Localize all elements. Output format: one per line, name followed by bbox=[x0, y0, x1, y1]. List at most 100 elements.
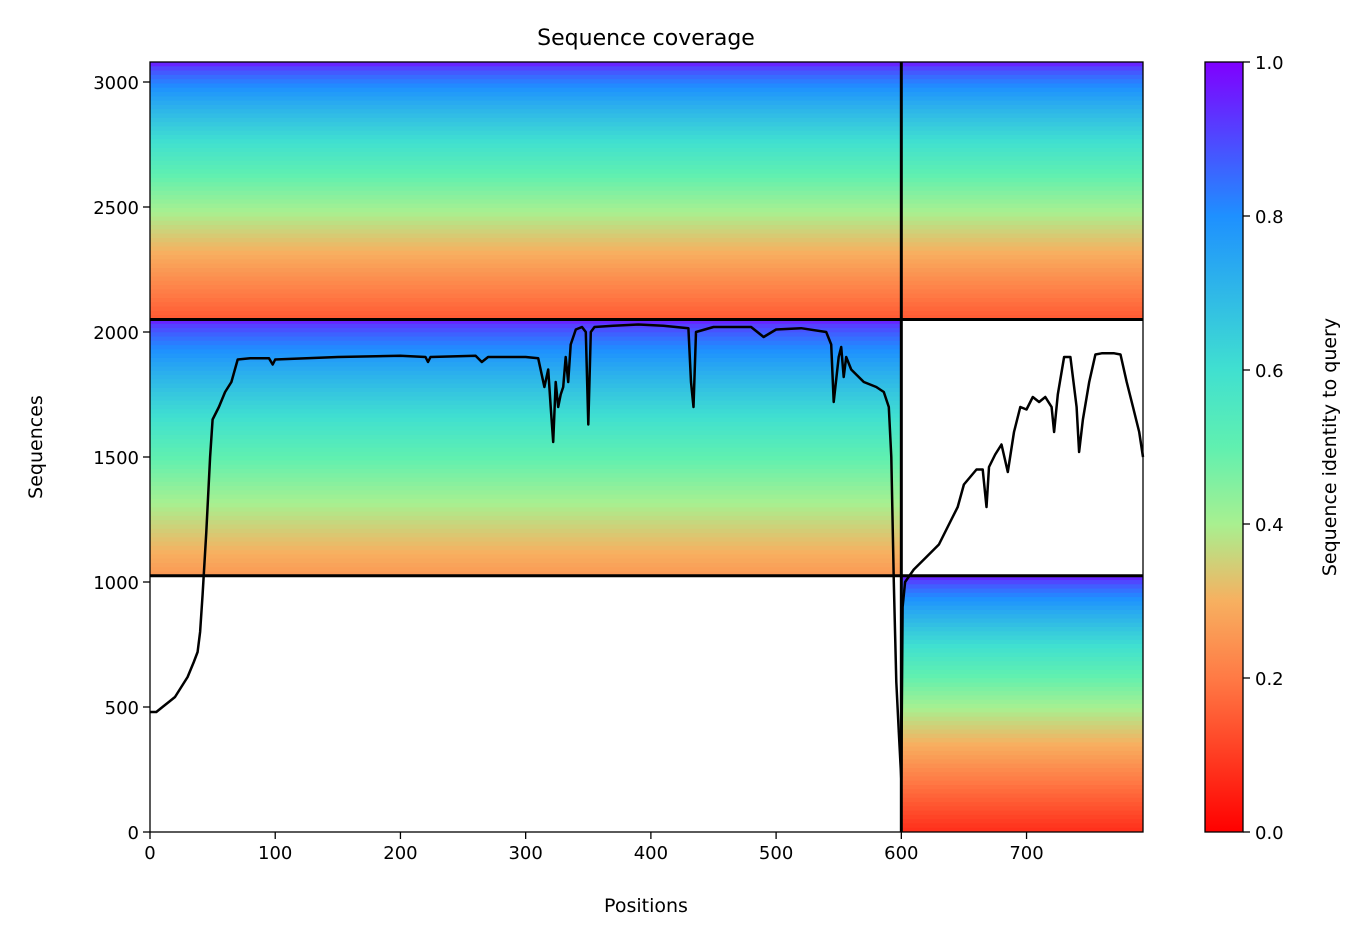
heatmap-band bbox=[150, 464, 901, 470]
heatmap-band bbox=[150, 550, 901, 555]
heatmap-band bbox=[150, 152, 901, 158]
heatmap-band bbox=[902, 173, 1143, 179]
heatmap-band bbox=[902, 742, 1143, 748]
heatmap-band bbox=[902, 130, 1143, 136]
heatmap-band bbox=[150, 468, 901, 474]
heatmap-band bbox=[902, 814, 1143, 820]
heatmap-band bbox=[150, 520, 901, 526]
heatmap-band bbox=[150, 366, 901, 372]
heatmap-band bbox=[150, 147, 901, 153]
heatmap-band bbox=[150, 400, 901, 406]
heatmap-band bbox=[150, 165, 901, 170]
x-tick-label: 300 bbox=[508, 843, 542, 864]
colorbar bbox=[1204, 61, 1244, 833]
heatmap-band bbox=[150, 328, 901, 333]
heatmap-band bbox=[150, 315, 901, 321]
heatmap-band bbox=[150, 541, 901, 547]
plot-frame bbox=[149, 61, 1144, 833]
heatmap-band bbox=[902, 810, 1143, 816]
heatmap-band bbox=[902, 139, 1143, 145]
heatmap-band bbox=[150, 246, 901, 252]
colorbar-tick-label: 0.0 bbox=[1255, 823, 1284, 844]
heatmap-band bbox=[902, 797, 1143, 803]
coverage-heatmap bbox=[150, 62, 1143, 832]
heatmap-band bbox=[150, 70, 901, 76]
x-tick-label: 700 bbox=[1009, 843, 1043, 864]
heatmap-band bbox=[150, 62, 901, 67]
heatmap-band bbox=[150, 285, 901, 291]
heatmap-band bbox=[902, 665, 1143, 671]
heatmap-band bbox=[150, 383, 901, 389]
heatmap-band bbox=[902, 763, 1143, 769]
heatmap-block-paired-top-left bbox=[150, 62, 901, 321]
heatmap-band bbox=[902, 708, 1143, 714]
heatmap-band bbox=[902, 622, 1143, 628]
heatmap-band bbox=[902, 780, 1143, 786]
heatmap-band bbox=[150, 160, 901, 166]
heatmap-band bbox=[150, 430, 901, 436]
heatmap-band bbox=[902, 699, 1143, 705]
heatmap-band bbox=[902, 306, 1143, 312]
heatmap-band bbox=[150, 225, 901, 230]
heatmap-band bbox=[902, 259, 1143, 265]
heatmap-band bbox=[150, 456, 901, 462]
heatmap-band bbox=[150, 490, 901, 496]
heatmap-band bbox=[902, 83, 1143, 89]
colorbar-tick-label: 1.0 bbox=[1255, 53, 1284, 74]
heatmap-band bbox=[150, 323, 901, 329]
heatmap-band bbox=[902, 588, 1143, 594]
heatmap-band bbox=[902, 686, 1143, 692]
heatmap-band bbox=[150, 481, 901, 487]
heatmap-band bbox=[150, 567, 901, 573]
heatmap-band bbox=[150, 562, 901, 568]
heatmap-band bbox=[150, 340, 901, 346]
heatmap-band bbox=[150, 558, 901, 564]
heatmap-band bbox=[902, 789, 1143, 795]
heatmap-band bbox=[150, 177, 901, 183]
heatmap-band bbox=[150, 392, 901, 397]
heatmap-band bbox=[150, 233, 901, 239]
heatmap-band bbox=[150, 528, 901, 534]
heatmap-band bbox=[902, 160, 1143, 166]
heatmap-band bbox=[902, 631, 1143, 637]
heatmap-band bbox=[150, 507, 901, 513]
heatmap-band bbox=[902, 104, 1143, 110]
heatmap-band bbox=[150, 220, 901, 226]
heatmap-band bbox=[150, 511, 901, 517]
heatmap-band bbox=[150, 173, 901, 179]
heatmap-band bbox=[150, 379, 901, 385]
heatmap-band bbox=[150, 139, 901, 145]
x-axis-label: Positions bbox=[604, 895, 688, 917]
heatmap-band bbox=[902, 618, 1143, 624]
heatmap-block-chain-b bbox=[902, 575, 1143, 832]
heatmap-band bbox=[150, 289, 901, 295]
heatmap-band bbox=[902, 165, 1143, 170]
heatmap-band bbox=[902, 759, 1143, 765]
heatmap-band bbox=[150, 460, 901, 466]
heatmap-band bbox=[150, 443, 901, 449]
heatmap-band bbox=[902, 143, 1143, 149]
heatmap-band bbox=[902, 682, 1143, 688]
heatmap-band bbox=[902, 592, 1143, 598]
heatmap-band bbox=[902, 652, 1143, 658]
heatmap-band bbox=[902, 147, 1143, 153]
heatmap-band bbox=[150, 310, 901, 316]
heatmap-band bbox=[902, 609, 1143, 615]
heatmap-band bbox=[902, 182, 1143, 188]
heatmap-band bbox=[150, 122, 901, 127]
heatmap-band bbox=[902, 96, 1143, 102]
x-tick-label: 0 bbox=[144, 843, 155, 864]
heatmap-band bbox=[902, 242, 1143, 248]
heatmap-band bbox=[902, 720, 1143, 726]
y-tick-label: 2000 bbox=[93, 323, 139, 344]
chart-title: Sequence coverage bbox=[537, 26, 755, 51]
heatmap-band bbox=[150, 362, 901, 368]
heatmap-band bbox=[902, 716, 1143, 722]
heatmap-band bbox=[902, 644, 1143, 649]
heatmap-band bbox=[150, 66, 901, 72]
heatmap-block-chain-a bbox=[150, 319, 901, 577]
heatmap-band bbox=[150, 349, 901, 355]
heatmap-band bbox=[150, 169, 901, 175]
heatmap-band bbox=[902, 302, 1143, 308]
